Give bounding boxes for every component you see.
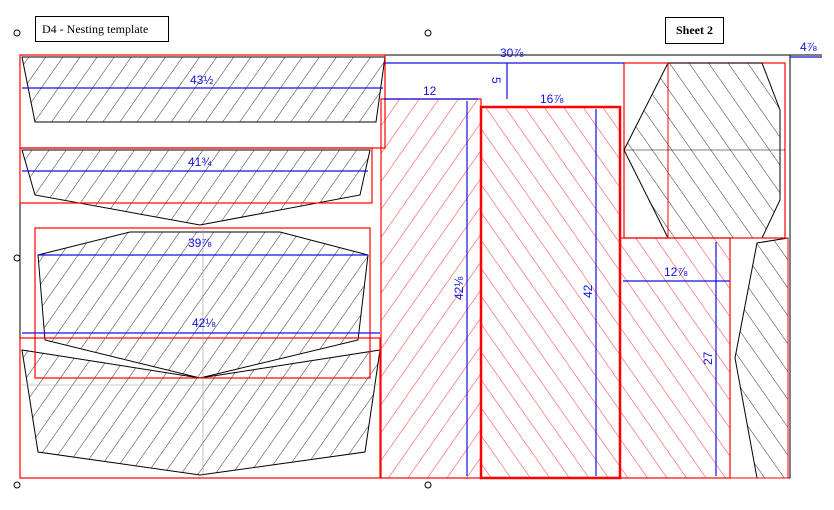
part-2 bbox=[21, 149, 371, 226]
part-right-bottom bbox=[734, 237, 789, 479]
registration-marks bbox=[13, 29, 432, 489]
dim-col1-width: 12 bbox=[423, 84, 437, 98]
dim-col1-height: 42⅛ bbox=[452, 276, 466, 300]
title-box: D4 - Nesting template bbox=[35, 16, 169, 42]
sheet-label: Sheet 2 bbox=[676, 23, 713, 37]
dimension-lines bbox=[22, 56, 822, 476]
registration-mark-icon bbox=[13, 29, 21, 37]
dim-part2: 41¾ bbox=[188, 155, 212, 169]
registration-mark-icon bbox=[13, 254, 21, 262]
dim-block-width: 12⅞ bbox=[664, 265, 688, 279]
part-1 bbox=[21, 56, 386, 123]
part-right-block bbox=[619, 237, 731, 479]
dim-gap: 5 bbox=[489, 77, 503, 84]
dim-part1: 43½ bbox=[190, 73, 213, 87]
left-parts bbox=[21, 56, 386, 476]
registration-mark-icon bbox=[424, 481, 432, 489]
dim-part4: 42⅛ bbox=[192, 316, 216, 330]
left-part-outlines bbox=[19, 54, 386, 479]
dim-block-height: 27 bbox=[701, 351, 715, 365]
dim-part3: 39⅞ bbox=[188, 236, 212, 250]
title-text: D4 - Nesting template bbox=[42, 21, 149, 36]
registration-mark-icon bbox=[424, 29, 432, 37]
part-column-2 bbox=[479, 105, 622, 480]
part-column-1 bbox=[380, 98, 482, 479]
part-right-top bbox=[623, 62, 781, 239]
sheet-box: Sheet 2 bbox=[665, 17, 724, 44]
dim-col2-height: 42 bbox=[581, 284, 595, 298]
dim-margin-right: 4⅞ bbox=[800, 40, 818, 54]
dim-top-width: 30⅞ bbox=[500, 46, 524, 60]
dim-col2-width: 16⅞ bbox=[540, 92, 564, 106]
registration-mark-icon bbox=[13, 481, 21, 489]
dimension-labels: 30⅞ 4⅞ 43½ 41¾ 39⅞ 42⅛ 12 5 16⅞ 42⅛ 42 1… bbox=[188, 40, 818, 365]
